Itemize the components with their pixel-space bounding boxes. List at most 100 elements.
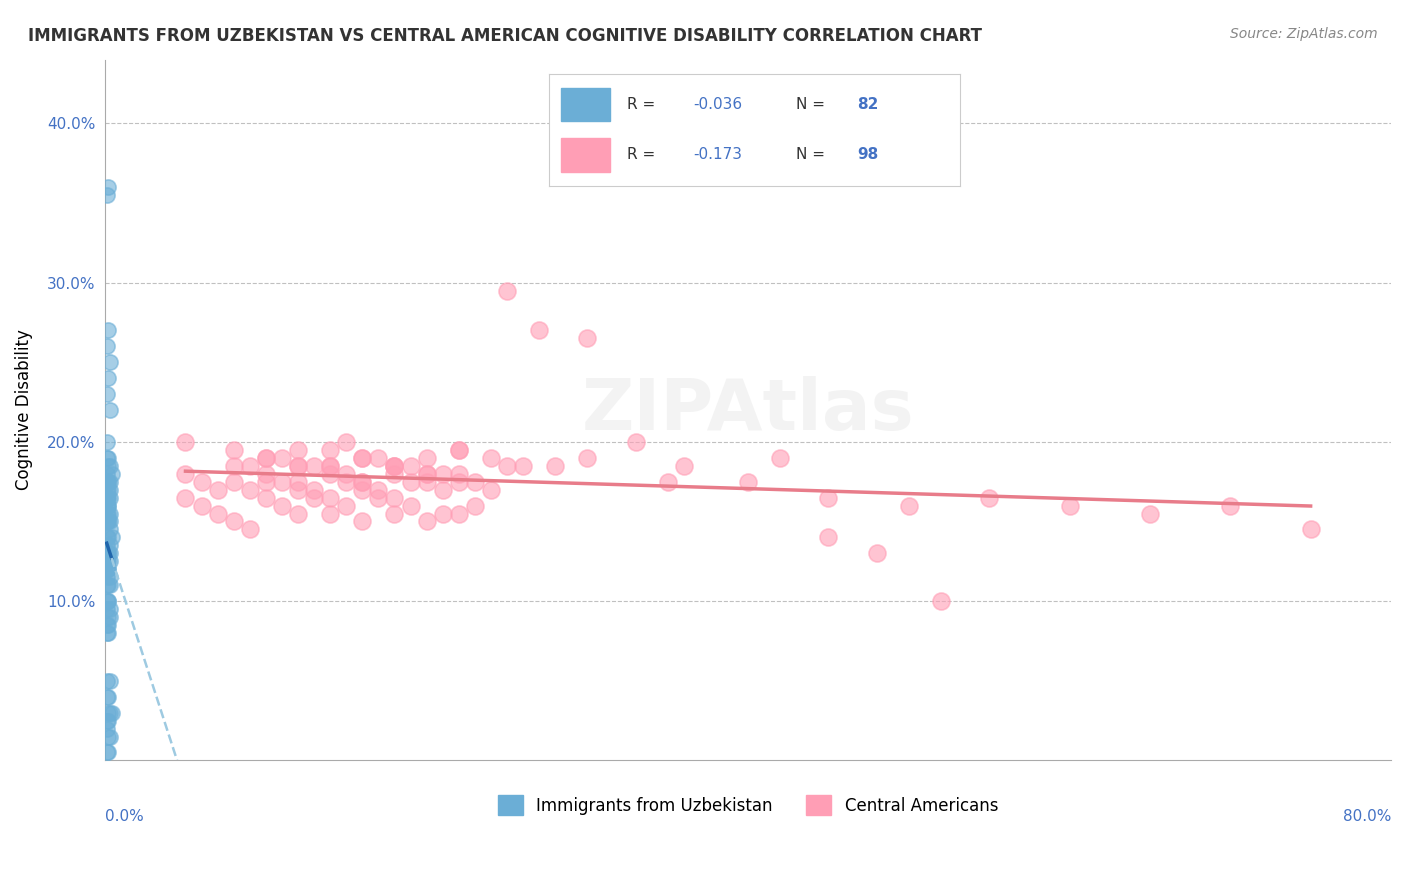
Point [979,491,1001,505]
Point [817,491,839,505]
Point [319,507,342,521]
Point [96,515,118,529]
Point [1219,499,1241,513]
Point [239,483,262,497]
Point [97,730,120,744]
Point [287,458,309,473]
Point [97,450,120,465]
Point [98,458,121,473]
Point [96,450,118,465]
Point [432,467,454,481]
Point [97,458,120,473]
Point [817,530,839,544]
Point [415,467,437,481]
Point [415,450,437,465]
Point [96,562,118,576]
Point [97,491,120,505]
Point [98,570,121,584]
Point [319,442,342,457]
Point [97,507,120,521]
Point [97,515,120,529]
Text: ZIPAtlas: ZIPAtlas [582,376,914,444]
Point [319,458,342,473]
Point [352,483,374,497]
Point [190,475,212,489]
Point [97,499,120,513]
Text: 80.0%: 80.0% [1343,809,1391,824]
Point [527,323,550,337]
Point [97,626,120,640]
Point [271,450,294,465]
Point [97,180,120,194]
Point [335,499,357,513]
Point [97,746,120,760]
Point [174,434,197,449]
Point [367,491,389,505]
Point [97,706,120,720]
Point [97,562,120,576]
Point [97,562,120,576]
Point [352,450,374,465]
Point [174,491,197,505]
Point [174,467,197,481]
Point [97,530,120,544]
Point [576,331,599,345]
Point [98,578,121,592]
Point [96,538,118,552]
Point [464,475,486,489]
Point [302,458,325,473]
Point [98,355,121,369]
Point [96,546,118,560]
Point [866,546,889,560]
Point [254,475,277,489]
Point [98,507,121,521]
Point [96,483,118,497]
Point [271,475,294,489]
Point [1299,523,1322,537]
Point [97,554,120,568]
Text: 0.0%: 0.0% [105,809,143,824]
Point [96,594,118,608]
Point [415,515,437,529]
Point [271,499,294,513]
Point [447,475,470,489]
Point [96,690,118,704]
Point [335,434,357,449]
Point [96,554,118,568]
Point [97,475,120,489]
Point [384,458,406,473]
Point [657,475,679,489]
Point [97,371,120,385]
Point [96,578,118,592]
Point [97,546,120,560]
Point [352,475,374,489]
Point [98,706,121,720]
Point [97,546,120,560]
Point [512,458,534,473]
Point [464,499,486,513]
Point [929,594,952,608]
Point [100,706,122,720]
Point [399,499,422,513]
Point [100,530,122,544]
Point [384,458,406,473]
Point [97,499,120,513]
Point [352,450,374,465]
Point [384,467,406,481]
Point [335,467,357,481]
Point [415,467,437,481]
Point [254,450,277,465]
Point [96,626,118,640]
Point [335,475,357,489]
Point [222,475,245,489]
Point [98,538,121,552]
Point [190,499,212,513]
Point [98,546,121,560]
Point [98,475,121,489]
Point [447,442,470,457]
Point [447,442,470,457]
Point [98,673,121,688]
Point [96,499,118,513]
Point [98,554,121,568]
Point [100,467,122,481]
